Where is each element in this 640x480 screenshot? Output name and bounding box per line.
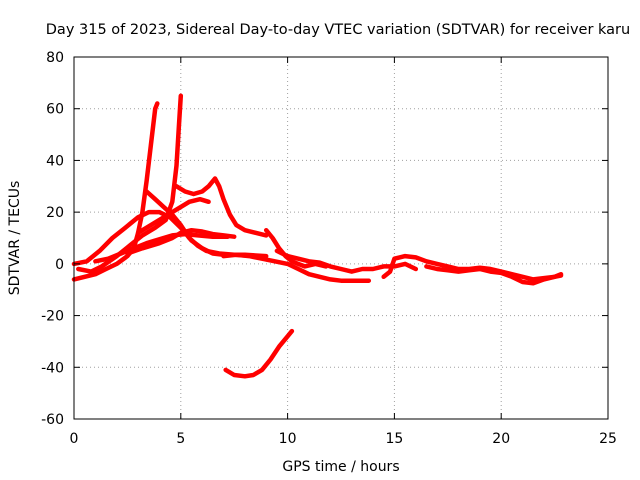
y-tick-label: 80 xyxy=(46,50,64,66)
plot-frame xyxy=(73,56,609,420)
y-tick-label: 0 xyxy=(55,257,64,273)
chart-title: Day 315 of 2023, Sidereal Day-to-day VTE… xyxy=(46,22,630,38)
grid-lines xyxy=(74,57,608,419)
series-arc-4 xyxy=(93,231,231,264)
x-tick-label: 0 xyxy=(70,431,79,447)
series-arc-8 xyxy=(135,196,211,236)
x-tick-label: 25 xyxy=(599,431,617,447)
series-arc-9 xyxy=(221,252,372,283)
y-tick-label: 20 xyxy=(46,205,64,221)
y-tick-label: -40 xyxy=(41,360,64,376)
series-arc-2 xyxy=(76,93,184,274)
x-tick-label: 15 xyxy=(385,431,403,447)
y-tick-label: -20 xyxy=(41,309,64,325)
data-series xyxy=(71,93,564,379)
series-arc-10 xyxy=(263,227,329,269)
x-tick-label: 20 xyxy=(492,431,510,447)
y-tick-label: 60 xyxy=(46,102,64,118)
x-tick-label: 5 xyxy=(176,431,185,447)
x-tick-label: 10 xyxy=(279,431,297,447)
y-tick-label: -60 xyxy=(41,412,64,428)
series-arc-14 xyxy=(223,328,295,379)
y-tick-label: 40 xyxy=(46,153,64,169)
x-axis-label: GPS time / hours xyxy=(282,459,399,475)
series-arc-13 xyxy=(424,264,564,286)
axis-ticks: 0 5 10 15 20 25 -60 -40 -20 0 20 40 60 80 xyxy=(41,50,617,447)
series-arc-7 xyxy=(174,176,269,238)
y-axis-label: SDTVAR / TECUs xyxy=(7,181,23,296)
